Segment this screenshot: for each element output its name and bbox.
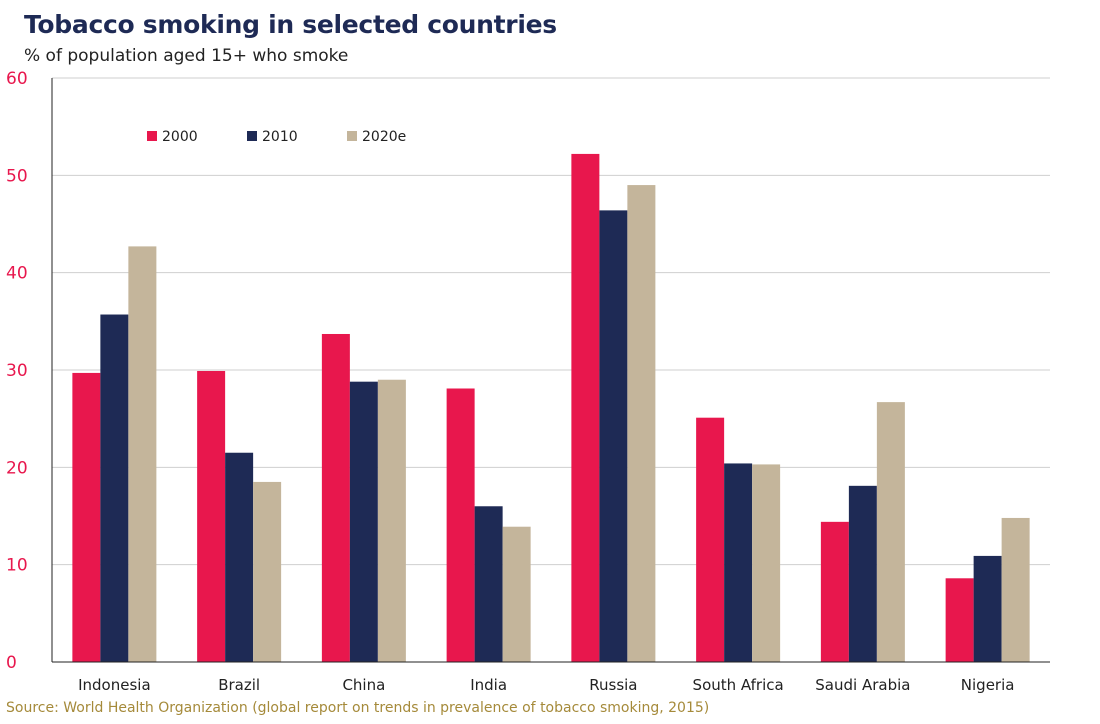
- chart-title: Tobacco smoking in selected countries: [24, 10, 557, 39]
- y-tick-label: 50: [6, 166, 28, 186]
- bars: [72, 153, 1030, 663]
- bar-nigeria-2000: [945, 578, 974, 662]
- bar-saudi-arabia-2020e: [876, 402, 905, 662]
- y-tick-label: 40: [6, 264, 28, 284]
- bar-brazil-2010: [225, 452, 254, 662]
- bar-russia-2020e: [627, 185, 656, 663]
- y-tick-label: 30: [6, 361, 28, 381]
- legend-swatch: [347, 131, 357, 141]
- bar-brazil-2020e: [253, 481, 282, 662]
- bar-south-africa-2010: [724, 463, 753, 662]
- bar-nigeria-2020e: [1001, 517, 1030, 662]
- bar-india-2020e: [502, 526, 531, 662]
- bar-china-2020e: [377, 379, 406, 662]
- y-tick-label: 20: [6, 458, 28, 478]
- x-tick-label: India: [470, 676, 507, 694]
- legend-swatch: [147, 131, 157, 141]
- bar-indonesia-2010: [100, 314, 129, 662]
- bar-nigeria-2010: [973, 555, 1002, 662]
- bar-brazil-2000: [197, 370, 226, 662]
- x-tick-label: Saudi Arabia: [815, 676, 910, 694]
- legend-swatch: [247, 131, 257, 141]
- bar-india-2010: [474, 506, 503, 662]
- bar-saudi-arabia-2000: [820, 521, 849, 662]
- bar-china-2000: [321, 333, 350, 662]
- x-tick-label: Nigeria: [961, 676, 1015, 694]
- x-tick-label: Brazil: [218, 676, 260, 694]
- x-tick-label: China: [342, 676, 385, 694]
- x-tick-label: Russia: [589, 676, 637, 694]
- bar-indonesia-2000: [72, 372, 101, 662]
- bar-russia-2010: [599, 210, 628, 662]
- axes: 0 10 20 30 40 50 60 Indonesia Brazil China India Ru…: [6, 69, 1050, 694]
- legend-label: 2000: [162, 129, 198, 145]
- y-tick-label: 0: [6, 653, 17, 673]
- bar-saudi-arabia-2010: [848, 485, 877, 662]
- legend-label: 2020e: [362, 129, 406, 145]
- x-tick-label: South Africa: [693, 676, 784, 694]
- x-tick-label: Indonesia: [78, 676, 151, 694]
- bar-south-africa-2020e: [752, 464, 781, 662]
- legend: 2000 2010 2020e: [147, 129, 406, 145]
- source-note: Source: World Health Organization (globa…: [6, 700, 710, 716]
- chart-subtitle: % of population aged 15+ who smoke: [24, 46, 349, 66]
- bar-russia-2000: [571, 153, 600, 663]
- legend-label: 2010: [262, 129, 298, 145]
- bar-south-africa-2000: [696, 417, 725, 662]
- bar-india-2000: [446, 388, 475, 662]
- bar-china-2010: [349, 381, 378, 662]
- y-tick-label: 10: [6, 556, 28, 576]
- bar-indonesia-2020e: [128, 246, 157, 663]
- y-tick-label: 60: [6, 69, 28, 89]
